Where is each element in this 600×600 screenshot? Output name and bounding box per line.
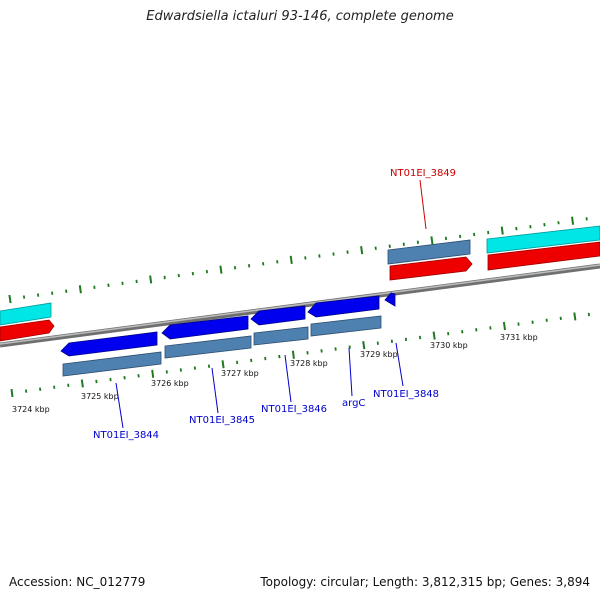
upper-tick-mark <box>149 275 153 284</box>
page-title: Edwardsiella ictaluri 93-146, complete g… <box>146 9 454 24</box>
lower-tick-mark <box>559 316 562 321</box>
gene-3844-arrow[interactable] <box>60 331 158 357</box>
upper-tick-mark <box>8 294 12 304</box>
lower-tick-mark <box>10 388 14 398</box>
upper-tick-mark <box>289 255 293 265</box>
scale-label: 3730 kbp <box>430 341 468 350</box>
lower-tick-mark <box>151 369 155 378</box>
upper-tick-mark <box>515 226 518 231</box>
lower-tick-mark <box>502 321 506 331</box>
upper-tick-mark <box>191 271 194 276</box>
gene-label-3849[interactable]: NT01EI_3849 <box>390 168 456 179</box>
scale-label: 3726 kbp <box>151 379 189 388</box>
lower-tick-mark <box>179 368 182 372</box>
scale-labels: 3724 kbp 3725 kbp 3726 kbp 3727 kbp 3728… <box>12 333 538 414</box>
gene-3849-red-arrow[interactable] <box>389 256 473 281</box>
scale-label: 3725 kbp <box>81 392 119 401</box>
genome-backbone-highlight <box>0 264 600 345</box>
lower-tick-mark <box>320 349 323 353</box>
lower-tick-track <box>10 312 590 398</box>
upper-tick-mark <box>276 260 279 264</box>
upper-tick-mark <box>571 216 575 225</box>
cyan-feature-right[interactable] <box>486 225 600 254</box>
lower-tick-mark <box>573 312 577 321</box>
gene-3846-steel[interactable] <box>253 326 309 346</box>
upper-tick-mark <box>107 283 110 288</box>
genome-summary-text: Topology: circular; Length: 3,812,315 bp… <box>260 575 590 589</box>
genome-backbone <box>0 263 600 348</box>
upper-tick-mark <box>262 262 265 266</box>
cyan-feature-left[interactable] <box>0 302 52 326</box>
scale-label: 3724 kbp <box>12 405 50 414</box>
upper-tick-mark <box>78 285 82 294</box>
gene-3848-arrow[interactable] <box>384 292 396 307</box>
scale-label: 3729 kbp <box>360 350 398 359</box>
lower-tick-mark <box>362 341 366 350</box>
lower-gene-track <box>60 292 396 377</box>
lower-tick-mark <box>221 360 225 369</box>
scale-label: 3728 kbp <box>290 359 328 368</box>
accession-text: Accession: NC_012779 <box>9 575 146 589</box>
gene-3845-arrow[interactable] <box>161 315 249 340</box>
upper-gene-track <box>0 225 600 342</box>
lower-tick-mark <box>461 330 464 334</box>
lower-tick-mark <box>39 387 42 391</box>
upper-tick-mark <box>473 232 476 237</box>
lower-tick-mark <box>80 379 84 388</box>
upper-tick-mark <box>65 289 68 293</box>
upper-tick-mark <box>219 265 223 274</box>
upper-tick-mark <box>388 244 391 248</box>
red-feature-left[interactable] <box>0 319 55 342</box>
upper-tick-mark <box>346 250 349 254</box>
gene-labels: NT01EI_3844 NT01EI_3845 NT01EI_3846 argC… <box>93 168 456 441</box>
gene-label-3846[interactable]: NT01EI_3846 <box>261 404 327 415</box>
gene-3846-arrow[interactable] <box>250 305 306 326</box>
upper-tick-track <box>8 216 588 304</box>
gene-3849-steel[interactable] <box>387 239 471 265</box>
gene-label-3845[interactable]: NT01EI_3845 <box>189 415 255 426</box>
lower-tick-mark <box>432 331 436 340</box>
upper-tick-mark <box>430 236 434 245</box>
upper-tick-mark <box>585 217 588 221</box>
upper-tick-mark <box>360 246 364 255</box>
label-leaders <box>115 179 427 429</box>
gene-3845-steel[interactable] <box>164 335 252 359</box>
gene-label-3848[interactable]: NT01EI_3848 <box>373 389 439 400</box>
scale-label: 3731 kbp <box>500 333 538 342</box>
upper-tick-mark <box>304 256 307 260</box>
lower-tick-mark <box>123 375 126 380</box>
gene-label-3844[interactable]: NT01EI_3844 <box>93 430 159 441</box>
lower-tick-mark <box>291 350 295 359</box>
lower-tick-mark <box>418 335 422 340</box>
gene-argC-arrow[interactable] <box>307 295 380 318</box>
red-feature-right[interactable] <box>487 241 600 271</box>
upper-tick-mark <box>233 265 237 270</box>
upper-tick-mark <box>22 295 26 299</box>
upper-tick-mark <box>543 222 546 227</box>
gene-label-argC[interactable]: argC <box>342 398 365 409</box>
gene-argC-steel[interactable] <box>310 315 382 337</box>
scale-label: 3727 kbp <box>221 369 259 378</box>
upper-tick-mark <box>500 226 504 235</box>
gene-3844-steel[interactable] <box>62 351 162 377</box>
lower-tick-mark <box>278 354 281 359</box>
